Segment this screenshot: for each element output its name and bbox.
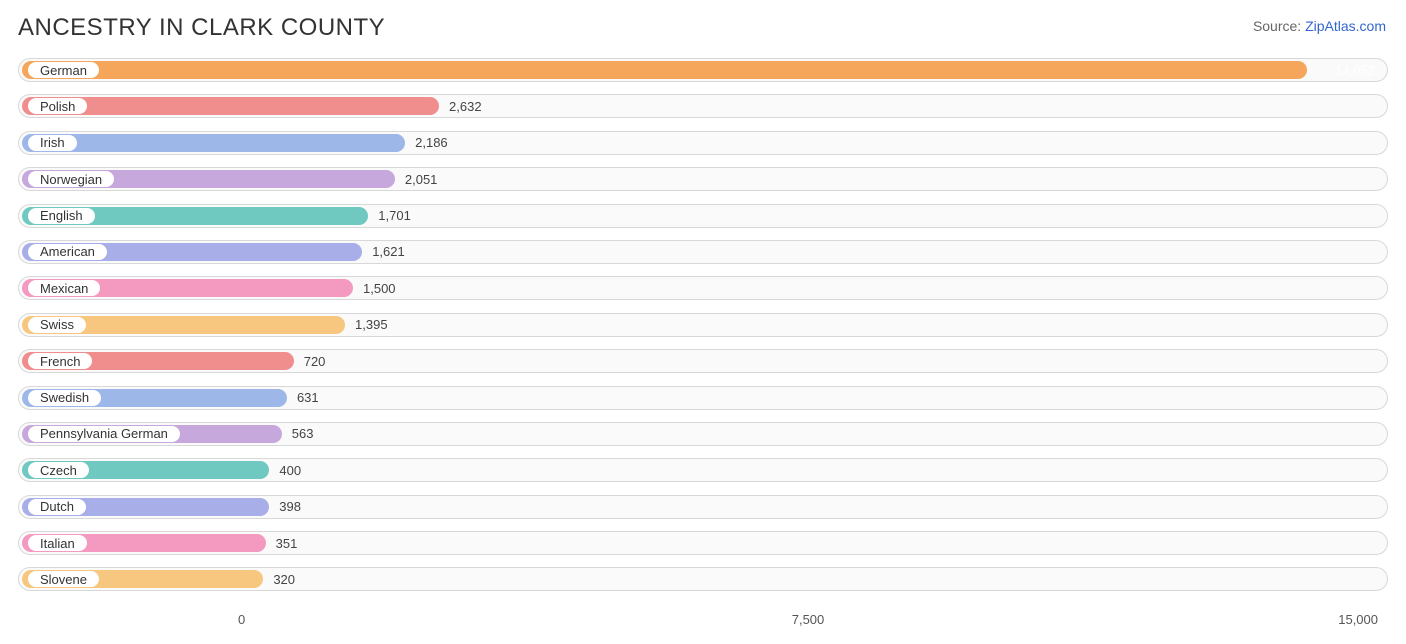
bar-track: Czech 400 [18, 458, 1388, 482]
bar-track: Irish 2,186 [18, 131, 1388, 155]
bar-category-pill: Czech [27, 461, 90, 479]
bar-category-pill: German [27, 61, 100, 79]
x-axis: 0 7,500 15,000 [18, 612, 1388, 632]
bar-value-label: 1,701 [368, 205, 411, 227]
bar-category-pill: French [27, 352, 93, 370]
bar-category-pill: English [27, 207, 96, 225]
bar-fill [22, 61, 1307, 79]
bar-track: Italian 351 [18, 531, 1388, 555]
axis-tick: 7,500 [792, 612, 825, 627]
bar-value-label: 14,052 [1335, 59, 1375, 81]
bar-track: Slovene 320 [18, 567, 1388, 591]
bar-value-label: 400 [269, 459, 301, 481]
bar-category-pill: Swedish [27, 389, 102, 407]
bar-category-pill: Mexican [27, 279, 101, 297]
bar-track: Swedish 631 [18, 386, 1388, 410]
source-prefix: Source: [1253, 18, 1305, 34]
bar-value-label: 720 [294, 350, 326, 372]
bar-value-label: 2,186 [405, 132, 448, 154]
bar-track: Norwegian 2,051 [18, 167, 1388, 191]
bar-value-label: 2,632 [439, 95, 482, 117]
bar-value-label: 398 [269, 496, 301, 518]
bar-category-pill: Irish [27, 134, 78, 152]
bar-track: Mexican 1,500 [18, 276, 1388, 300]
bar-value-label: 1,395 [345, 314, 388, 336]
bar-fill [22, 134, 405, 152]
bar-track: Dutch 398 [18, 495, 1388, 519]
bar-track: Pennsylvania German 563 [18, 422, 1388, 446]
bar-category-pill: Italian [27, 534, 88, 552]
bar-category-pill: Norwegian [27, 170, 115, 188]
bar-category-pill: Swiss [27, 316, 87, 334]
bar-value-label: 631 [287, 387, 319, 409]
bar-category-pill: Slovene [27, 570, 100, 588]
bar-track: Polish 2,632 [18, 94, 1388, 118]
bar-category-pill: Pennsylvania German [27, 425, 181, 443]
bar-category-pill: Polish [27, 97, 88, 115]
bar-track: English 1,701 [18, 204, 1388, 228]
chart-title: ANCESTRY IN CLARK COUNTY [18, 14, 385, 42]
bar-track: American 1,621 [18, 240, 1388, 264]
bar-value-label: 1,621 [362, 241, 405, 263]
chart-area: German 14,052 Polish 2,632 Irish 2,186 Norwegi… [18, 58, 1388, 604]
bar-track: German 14,052 [18, 58, 1388, 82]
bar-value-label: 320 [263, 568, 295, 590]
axis-tick: 0 [238, 612, 245, 627]
bar-value-label: 351 [266, 532, 298, 554]
bar-category-pill: Dutch [27, 498, 87, 516]
source-attribution: Source: ZipAtlas.com [1253, 14, 1386, 34]
header: ANCESTRY IN CLARK COUNTY Source: ZipAtla… [0, 0, 1406, 48]
axis-tick: 15,000 [1338, 612, 1378, 627]
bar-category-pill: American [27, 243, 108, 261]
bar-track: French 720 [18, 349, 1388, 373]
bar-value-label: 1,500 [353, 277, 396, 299]
bar-track: Swiss 1,395 [18, 313, 1388, 337]
source-link[interactable]: ZipAtlas.com [1305, 18, 1386, 34]
bar-value-label: 2,051 [395, 168, 438, 190]
bar-value-label: 563 [282, 423, 314, 445]
